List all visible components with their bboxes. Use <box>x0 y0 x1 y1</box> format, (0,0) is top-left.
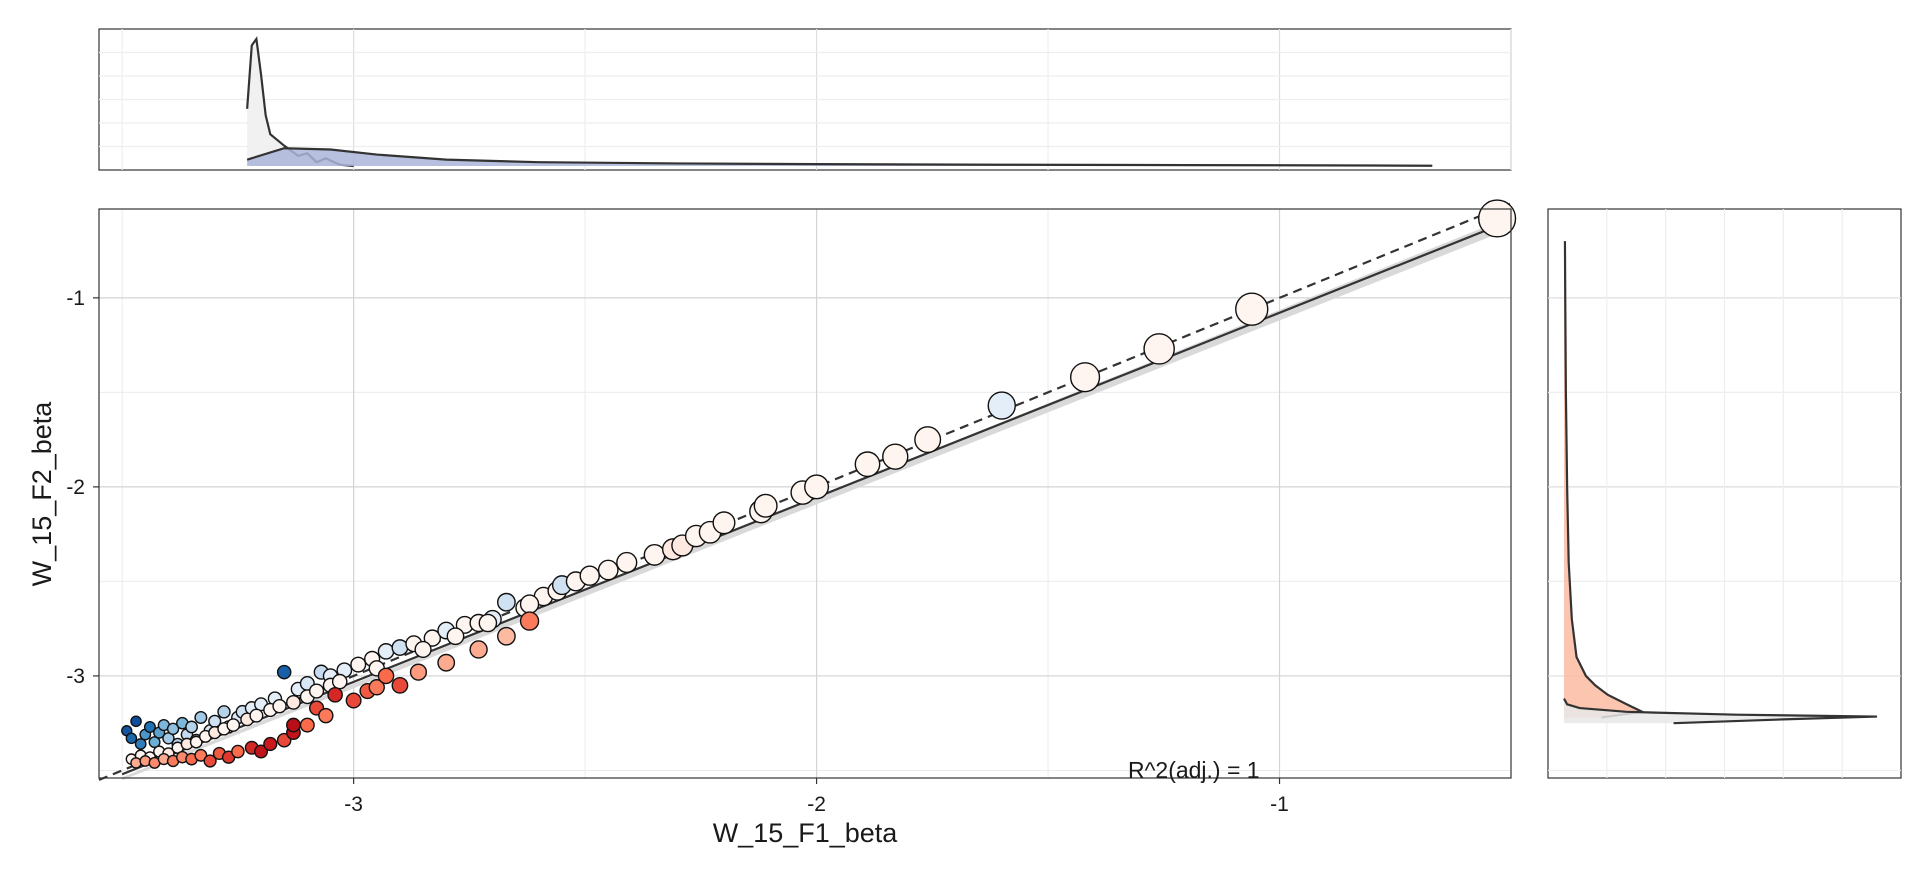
right-panel-grid <box>1548 209 1901 778</box>
right-density-panel <box>1547 208 1902 779</box>
data-point <box>299 717 315 733</box>
data-point <box>377 643 395 660</box>
data-point <box>143 720 156 733</box>
plot-border <box>98 208 1512 779</box>
data-point <box>854 451 881 478</box>
x-axis-ticks: -3 -2 -1 <box>344 778 1289 816</box>
right-panel-curves <box>1563 241 1878 725</box>
data-point <box>987 391 1016 420</box>
data-point <box>345 692 362 709</box>
data-point <box>166 722 180 736</box>
data-point <box>616 551 638 574</box>
data-point <box>882 443 909 470</box>
data-point <box>804 474 830 500</box>
data-point <box>194 711 208 725</box>
data-point <box>1478 199 1517 238</box>
data-point <box>254 744 269 759</box>
data-point <box>130 757 142 769</box>
top-density-line <box>246 147 1433 167</box>
data-point <box>308 683 325 699</box>
data-point <box>134 738 147 750</box>
x-axis-title: W_15_F1_beta <box>713 818 899 848</box>
data-point <box>414 640 432 659</box>
data-point <box>148 736 161 749</box>
data-point <box>318 707 334 724</box>
data-point <box>331 673 348 690</box>
data-point <box>130 715 142 728</box>
right-density-line <box>1563 698 1878 725</box>
data-point <box>437 653 456 672</box>
data-point <box>125 732 138 745</box>
data-point <box>597 559 619 581</box>
data-point <box>203 754 217 768</box>
data-point <box>579 565 600 586</box>
data-point <box>643 544 666 566</box>
data-point <box>519 594 540 614</box>
data-point <box>194 748 208 762</box>
data-point <box>350 656 367 673</box>
y-tick-label: -2 <box>66 476 85 499</box>
scatter-points <box>121 199 1517 769</box>
data-point <box>1143 333 1175 365</box>
data-point <box>496 626 516 646</box>
y-axis-title: W_15_F2_beta <box>27 401 57 587</box>
data-point <box>519 611 540 631</box>
data-point <box>189 735 203 749</box>
right-density-area <box>1564 698 1877 724</box>
top-density-panel <box>98 28 1512 171</box>
data-point <box>1235 292 1269 326</box>
data-point <box>226 718 241 732</box>
x-tick-label: -3 <box>344 793 363 816</box>
data-point <box>286 717 301 733</box>
top-density-area <box>247 148 1433 166</box>
top-panel-grid <box>99 29 1512 170</box>
data-point <box>185 720 198 734</box>
data-point <box>712 511 736 535</box>
data-point <box>368 679 385 696</box>
data-point <box>231 744 245 759</box>
data-point <box>249 708 264 723</box>
data-point <box>286 694 301 710</box>
data-point <box>423 629 442 647</box>
data-point <box>914 426 942 454</box>
y-tick-label: -1 <box>66 287 85 310</box>
data-point <box>409 663 428 681</box>
y-axis-ticks: -3 -2 -1 <box>66 287 99 688</box>
data-point <box>327 687 343 703</box>
data-point <box>478 613 498 633</box>
data-point <box>1069 362 1101 393</box>
data-point <box>276 664 292 680</box>
data-point <box>263 736 278 752</box>
data-point <box>391 639 409 656</box>
x-tick-label: -2 <box>807 793 826 816</box>
data-point <box>217 705 231 719</box>
data-point <box>446 627 465 646</box>
data-point <box>496 592 516 612</box>
data-point <box>377 667 395 685</box>
right-density-area <box>1564 241 1643 718</box>
r2-annotation: R^2(adj.) = 1 <box>1128 757 1260 783</box>
data-point <box>272 698 287 714</box>
y-tick-label: -3 <box>66 665 85 688</box>
right-density-line <box>1563 241 1646 719</box>
x-tick-label: -1 <box>1270 793 1289 816</box>
data-point <box>753 493 778 518</box>
data-point <box>391 676 409 694</box>
main-scatter-panel: -3 -2 -1 -3 -2 -1 R^2(adj.) = 1 <box>66 199 1517 816</box>
data-point <box>469 640 488 659</box>
top-panel-curves <box>246 36 1433 168</box>
